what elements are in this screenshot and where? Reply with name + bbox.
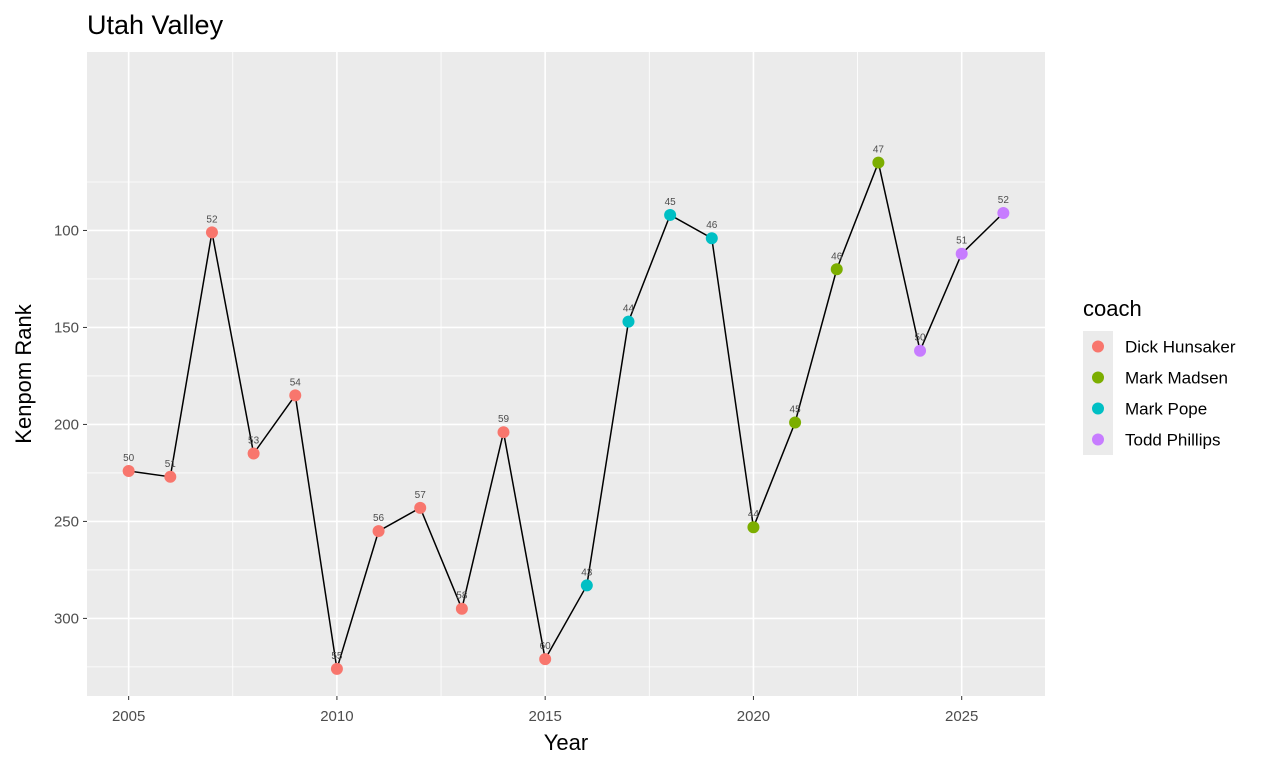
rank-line (128, 159, 1004, 670)
point-label: 57 (415, 490, 427, 501)
data-point (539, 653, 552, 666)
data-point (872, 156, 885, 169)
y-tick-label: 100 (54, 222, 79, 239)
legend-key (1092, 402, 1104, 415)
x-tick-label: 2010 (320, 708, 353, 725)
y-tick-label: 250 (54, 513, 79, 530)
point-label: 59 (498, 414, 510, 425)
y-tick-label: 150 (54, 319, 79, 336)
data-point (747, 521, 760, 534)
point-label: 50 (123, 453, 135, 464)
point-labels: 50 51 52 53 54 55 56 57 58 59 60 43 44 45 46 44 45 46 47 50… (123, 145, 1009, 662)
point-label: 45 (790, 404, 802, 415)
point-label: 46 (706, 220, 718, 231)
data-point (497, 426, 510, 439)
legend-label: Todd Phillips (1125, 431, 1220, 450)
data-point (205, 226, 218, 239)
data-point (914, 344, 927, 357)
y-tick-label: 300 (54, 610, 79, 627)
legend: coach Dick Hunsaker Mark Madsen Mark Pope T… (1083, 296, 1236, 455)
major-gridlines (87, 52, 1045, 696)
legend-label: Mark Madsen (1125, 369, 1228, 388)
point-label: 52 (206, 214, 218, 225)
data-point (705, 232, 718, 245)
legend-label: Mark Pope (1125, 400, 1207, 419)
x-tick-label: 2015 (528, 708, 561, 725)
legend-key (1092, 340, 1104, 353)
legend-label: Dick Hunsaker (1125, 338, 1236, 357)
x-axis-ticks: 2005 2010 2015 2020 2025 (112, 696, 978, 725)
point-label: 55 (331, 651, 343, 662)
chart-title: Utah Valley (87, 10, 224, 40)
y-axis-ticks: 100 150 200 250 300 (54, 222, 87, 627)
data-point (955, 247, 968, 260)
point-label: 44 (623, 304, 635, 315)
data-point (997, 207, 1010, 219)
data-point (664, 208, 677, 221)
legend-key (1092, 371, 1104, 384)
legend-entries: Dick Hunsaker Mark Madsen Mark Pope Todd Ph… (1083, 331, 1236, 455)
legend-title: coach (1083, 296, 1142, 321)
data-point (580, 579, 593, 592)
point-label: 58 (456, 591, 468, 602)
data-point (330, 662, 343, 675)
x-tick-label: 2025 (945, 708, 978, 725)
legend-key (1092, 433, 1104, 446)
data-points (122, 156, 1010, 675)
x-tick-label: 2005 (112, 708, 145, 725)
data-point (289, 389, 302, 402)
plot-panel (87, 52, 1045, 696)
data-point (789, 416, 802, 429)
point-label: 56 (373, 513, 385, 524)
point-label: 50 (914, 333, 926, 344)
data-point (830, 263, 843, 276)
point-label: 60 (540, 641, 552, 652)
point-label: 51 (165, 459, 177, 470)
data-point (164, 470, 177, 483)
point-label: 51 (956, 236, 968, 247)
y-tick-label: 200 (54, 416, 79, 433)
point-label: 54 (290, 377, 302, 388)
y-axis-title: Kenpom Rank (11, 303, 36, 443)
point-label: 46 (831, 251, 843, 262)
x-axis-title: Year (544, 730, 588, 755)
point-label: 43 (581, 567, 593, 578)
point-label: 52 (998, 195, 1010, 206)
data-point (455, 602, 468, 615)
point-label: 45 (665, 197, 677, 208)
data-point (622, 315, 635, 328)
x-tick-label: 2020 (737, 708, 770, 725)
point-label: 47 (873, 145, 885, 156)
data-point (247, 447, 260, 460)
point-label: 44 (748, 509, 760, 520)
minor-gridlines (87, 52, 1045, 696)
data-point (372, 525, 385, 538)
point-label: 53 (248, 436, 260, 447)
data-point (122, 464, 135, 477)
data-point (414, 501, 427, 514)
